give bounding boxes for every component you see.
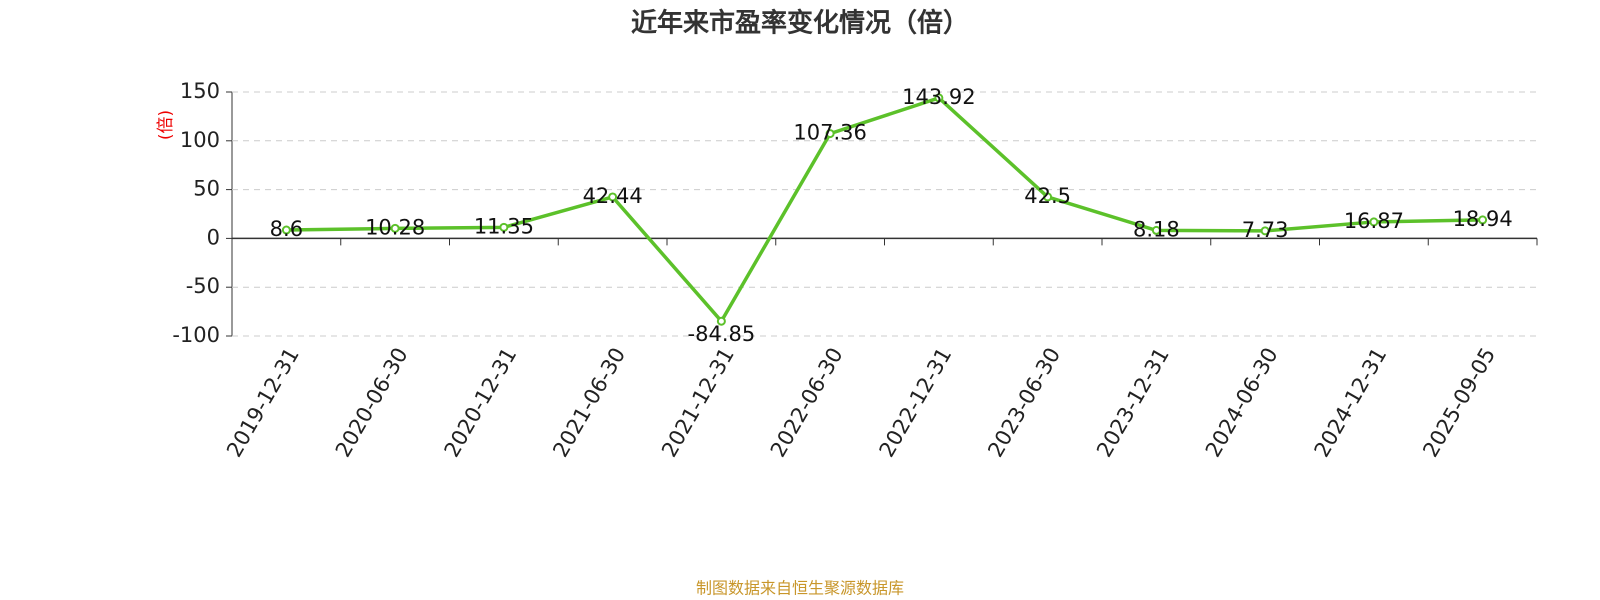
y-tick-label: 150	[180, 79, 220, 103]
x-tick-label: 2024-06-30	[1201, 344, 1283, 462]
x-tick-label: 2019-12-31	[222, 344, 304, 462]
x-tick-label: 2022-06-30	[766, 344, 848, 462]
x-tick-label: 2021-06-30	[548, 344, 630, 462]
x-tick-label: 2021-12-31	[657, 344, 739, 462]
x-tick-label: 2023-12-31	[1092, 344, 1174, 462]
data-label: -84.85	[688, 322, 756, 346]
y-tick-label: -100	[172, 323, 220, 347]
x-tick-label: 2020-06-30	[331, 344, 413, 462]
data-line	[286, 96, 1483, 323]
x-tick-label: 2022-12-31	[875, 344, 957, 462]
data-point	[1151, 225, 1161, 235]
data-point	[499, 222, 509, 232]
data-point	[825, 129, 835, 139]
y-tick-label: 100	[180, 128, 220, 152]
data-point	[608, 192, 618, 202]
data-label: 143.92	[902, 85, 975, 109]
data-point	[716, 316, 726, 326]
data-point	[1369, 217, 1379, 227]
data-label: 10.28	[365, 215, 425, 239]
y-tick-label: -50	[186, 274, 220, 298]
y-tick-label: 0	[207, 225, 220, 249]
data-point	[934, 93, 944, 103]
data-point	[1478, 215, 1488, 225]
source-note: 制图数据来自恒生聚源数据库	[696, 579, 904, 598]
data-label: 18.94	[1453, 207, 1513, 231]
data-label: 8.18	[1133, 217, 1180, 241]
data-point	[390, 223, 400, 233]
chart-title: 近年来市盈率变化情况（倍）	[631, 8, 969, 39]
y-axis-label: (倍)	[156, 110, 176, 140]
data-label: 7.73	[1242, 218, 1289, 242]
data-point	[1043, 192, 1053, 202]
data-label: 11.35	[474, 214, 534, 238]
x-tick-label: 2025-09-05	[1418, 344, 1500, 462]
data-label: 42.5	[1024, 184, 1071, 208]
data-label: 107.36	[793, 121, 866, 145]
x-tick-label: 2020-12-31	[440, 344, 522, 462]
data-point	[281, 225, 291, 235]
data-label: 42.44	[583, 184, 643, 208]
data-label: 16.87	[1344, 209, 1404, 233]
data-label: 8.6	[270, 217, 303, 241]
x-tick-label: 2024-12-31	[1310, 344, 1392, 462]
x-tick-label: 2023-06-30	[983, 344, 1065, 462]
y-tick-label: 50	[193, 177, 220, 201]
data-point	[1260, 226, 1270, 236]
